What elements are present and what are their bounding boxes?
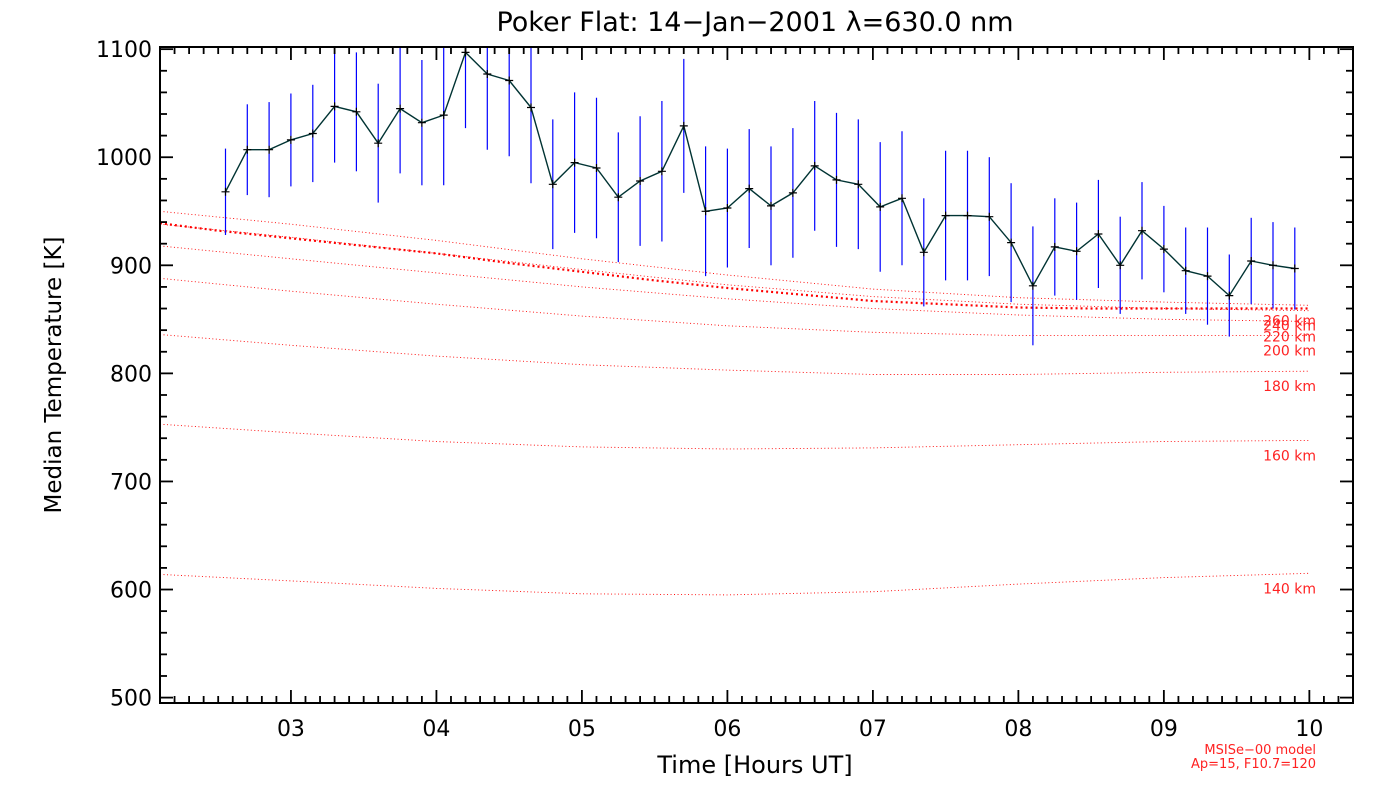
y-tick-label: 900 bbox=[110, 254, 152, 279]
data-point bbox=[788, 188, 797, 197]
data-point bbox=[417, 118, 426, 127]
data-point bbox=[1116, 261, 1125, 270]
data-point bbox=[1269, 261, 1277, 270]
data-point bbox=[396, 104, 405, 113]
model-curve-label: 260 km bbox=[1263, 313, 1316, 329]
emission-height-curve bbox=[160, 222, 1310, 310]
model-curve-220-km bbox=[160, 245, 1310, 322]
data-point bbox=[1072, 247, 1081, 256]
y-tick-label: 1100 bbox=[96, 38, 152, 63]
model-curve-label: 220 km bbox=[1263, 330, 1316, 346]
data-point bbox=[614, 193, 623, 202]
data-point bbox=[1094, 230, 1103, 238]
data-point bbox=[810, 161, 819, 170]
measurement-line bbox=[224, 51, 1295, 297]
x-tick-label: 06 bbox=[713, 717, 741, 742]
data-point bbox=[439, 111, 448, 120]
plot-frame bbox=[159, 46, 1354, 704]
data-point bbox=[657, 167, 666, 176]
model-curve-260-km bbox=[160, 210, 1310, 306]
data-point bbox=[527, 103, 535, 112]
data-point bbox=[592, 164, 601, 172]
x-tick-label: 07 bbox=[859, 717, 887, 742]
x-tick-label: 05 bbox=[568, 717, 596, 742]
y-tick-label: 600 bbox=[110, 579, 152, 604]
model-annotation-line-1: MSISe−00 model bbox=[1204, 743, 1316, 758]
axes: 03 04 05 06 07 08 09 10 500 600 700 800 900 1000 1100 bbox=[96, 38, 1354, 742]
data-point bbox=[636, 177, 645, 185]
data-point bbox=[374, 139, 383, 148]
y-tick-label: 1000 bbox=[96, 146, 152, 171]
measurement-series bbox=[221, 47, 1299, 346]
data-point bbox=[767, 201, 775, 210]
model-curve-240-km bbox=[160, 223, 1310, 312]
data-point bbox=[1247, 257, 1256, 265]
x-tick-label: 09 bbox=[1150, 717, 1178, 742]
data-point bbox=[1007, 238, 1016, 247]
x-axis-label: Time [Hours UT] bbox=[656, 751, 852, 779]
model-curve-label: 200 km bbox=[1263, 344, 1316, 360]
data-point bbox=[483, 70, 492, 78]
model-curve-200-km bbox=[160, 277, 1310, 337]
data-point bbox=[898, 194, 906, 203]
data-point bbox=[876, 202, 885, 211]
data-point bbox=[505, 76, 514, 85]
model-annotation-line-2: Ap=15, F10.7=120 bbox=[1191, 757, 1316, 772]
model-curve-180-km bbox=[160, 334, 1310, 375]
data-point bbox=[1050, 242, 1059, 251]
data-point bbox=[854, 180, 863, 189]
data-point bbox=[1138, 226, 1146, 235]
data-point bbox=[308, 129, 317, 138]
data-point bbox=[1028, 281, 1037, 290]
data-point bbox=[265, 145, 274, 154]
x-tick-label: 10 bbox=[1295, 717, 1323, 742]
y-tick-label: 500 bbox=[110, 687, 152, 712]
data-point bbox=[1181, 266, 1190, 275]
data-point bbox=[286, 135, 295, 144]
model-curve-140-km bbox=[160, 572, 1310, 596]
data-point bbox=[1203, 272, 1212, 281]
data-point bbox=[330, 102, 339, 111]
x-tick-label: 04 bbox=[422, 717, 450, 742]
model-curve-label: 160 km bbox=[1263, 448, 1316, 464]
y-tick-label: 800 bbox=[110, 362, 152, 387]
model-curve-label: 140 km bbox=[1263, 581, 1316, 597]
x-tick-label: 08 bbox=[1004, 717, 1032, 742]
data-point bbox=[352, 107, 361, 116]
data-point bbox=[679, 121, 688, 130]
model-curves bbox=[160, 210, 1310, 596]
data-point bbox=[985, 212, 994, 221]
model-curve-160-km bbox=[160, 423, 1310, 450]
model-curve-label: 180 km bbox=[1263, 379, 1316, 395]
y-axis-label: Median Temperature [K] bbox=[41, 237, 67, 514]
data-point bbox=[570, 158, 579, 167]
data-point bbox=[1225, 291, 1234, 300]
data-point bbox=[1290, 264, 1299, 273]
data-point bbox=[745, 184, 754, 193]
data-point bbox=[832, 175, 841, 184]
data-point bbox=[221, 187, 230, 196]
x-tick-label: 03 bbox=[277, 717, 305, 742]
data-point bbox=[1159, 245, 1168, 254]
chart-title: Poker Flat: 14−Jan−2001 λ=630.0 nm bbox=[496, 7, 1013, 38]
data-point bbox=[919, 248, 928, 257]
data-point bbox=[548, 180, 557, 189]
y-tick-label: 700 bbox=[110, 470, 152, 495]
data-point bbox=[701, 207, 710, 216]
data-point bbox=[963, 211, 972, 220]
data-point bbox=[723, 204, 732, 212]
data-point bbox=[243, 145, 252, 154]
model-curve-label: 240 km bbox=[1263, 319, 1316, 335]
data-point bbox=[941, 211, 950, 220]
